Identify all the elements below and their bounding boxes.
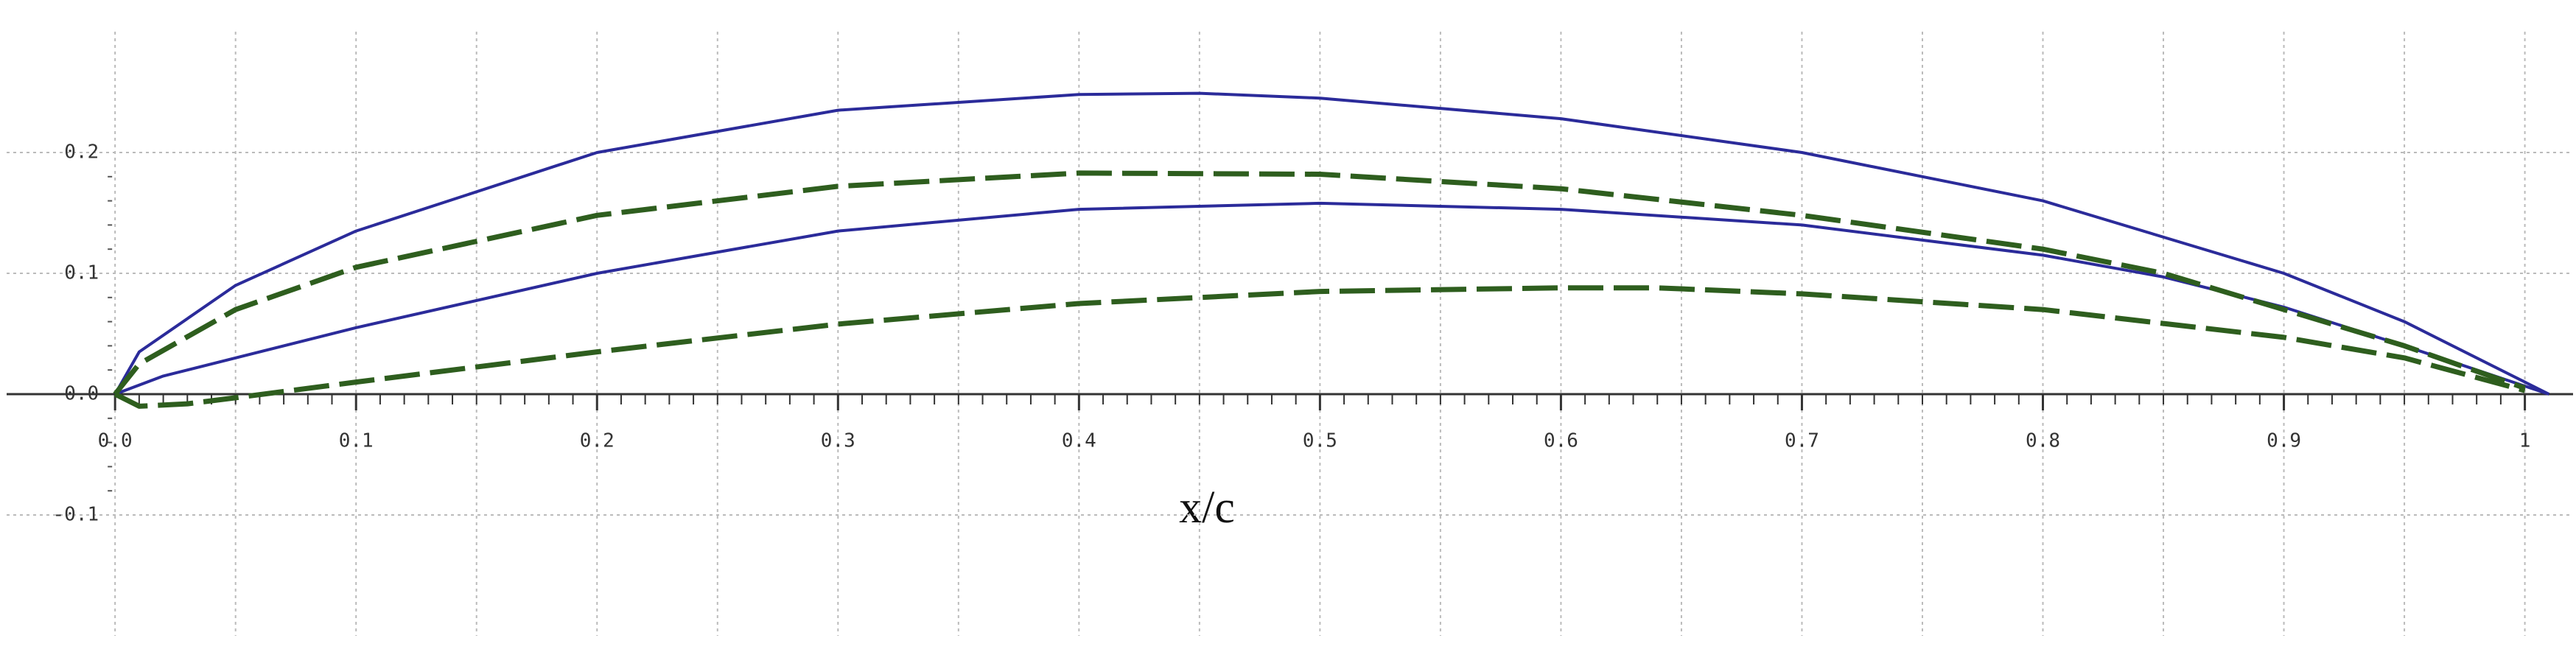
x-tick-label: 0.9	[2267, 430, 2301, 452]
x-tick-label: 0.0	[98, 430, 133, 452]
x-tick-label: 0.5	[1303, 430, 1337, 452]
x-tick-label: 0.6	[1544, 430, 1578, 452]
x-tick-label: 0.4	[1062, 430, 1096, 452]
y-tick-label: -0.1	[53, 504, 99, 526]
y-tick-label: 0.2	[64, 141, 99, 164]
x-tick-label: 0.2	[580, 430, 615, 452]
x-tick-label: 0.8	[2026, 430, 2060, 452]
x-tick-label: 0.7	[1785, 430, 1819, 452]
y-tick-label: 0.1	[64, 262, 99, 284]
solid-curve	[113, 91, 2550, 396]
dashed-curve	[113, 170, 2526, 396]
x-axis-label: x/c	[1179, 483, 1235, 533]
dashed-curve	[113, 285, 2526, 409]
x-tick-label: 0.1	[339, 430, 374, 452]
x-tick-label: 1	[2519, 430, 2531, 452]
x-tick-label: 0.3	[821, 430, 855, 452]
